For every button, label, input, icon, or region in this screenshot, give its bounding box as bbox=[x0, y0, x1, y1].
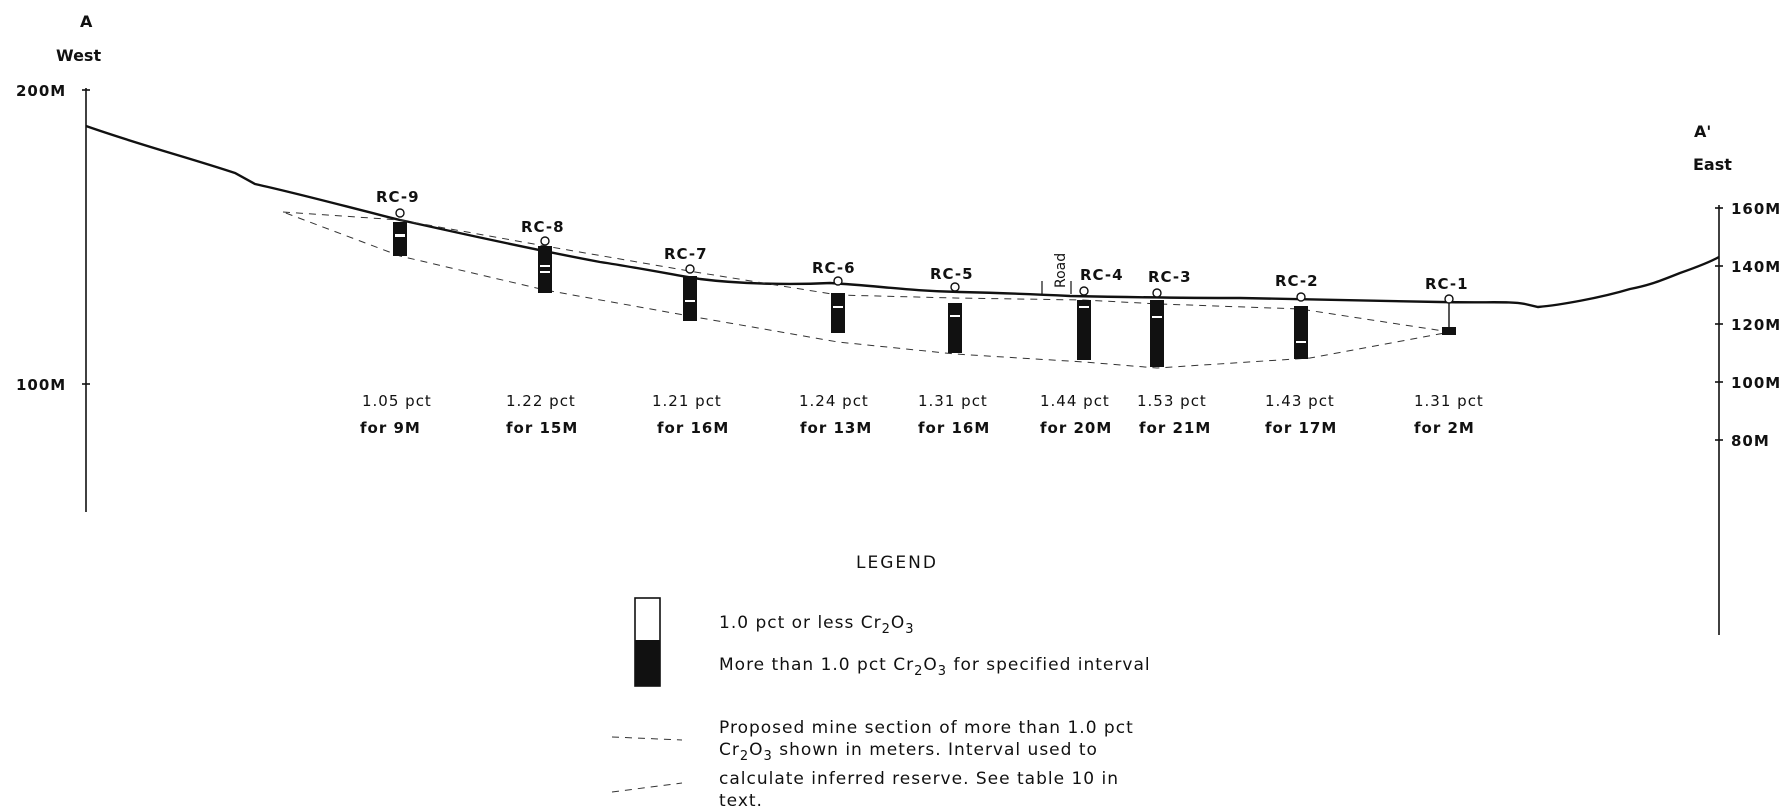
legend-dashed-symbol bbox=[611, 736, 683, 793]
grade-label-rc-3: 1.53 pct bbox=[1137, 392, 1207, 410]
grade-label-rc-6: 1.24 pct bbox=[799, 392, 869, 410]
left-tick-label-200: 200M bbox=[16, 82, 66, 100]
legend-mine-line-2-suffix: shown in meters. Interval used to bbox=[779, 740, 1098, 760]
right-tick-label-160: 160M bbox=[1731, 200, 1781, 218]
interval-label-rc-6: for 13M bbox=[800, 419, 872, 437]
right-tick-label-140: 140M bbox=[1731, 258, 1781, 276]
legend-subscript: 2 bbox=[914, 664, 924, 679]
legend-oxygen: O bbox=[749, 740, 764, 760]
road-marker: Road bbox=[1041, 253, 1072, 294]
proposed-mine-section-outline bbox=[282, 211, 1451, 369]
drill-hole-rc-5: RC-5 bbox=[930, 265, 974, 353]
right-ticks bbox=[1715, 207, 1723, 441]
hole-id-label: RC-1 bbox=[1425, 275, 1469, 293]
legend-low-grade-prefix: 1.0 pct or less Cr bbox=[719, 613, 882, 633]
west-label: West bbox=[56, 46, 101, 65]
legend-subscript: 3 bbox=[937, 664, 948, 679]
legend-oxygen: O bbox=[923, 655, 938, 675]
ground-surface-profile bbox=[85, 124, 1720, 309]
drill-hole-rc-2: RC-2 bbox=[1275, 272, 1319, 359]
right-tick-label-100: 100M bbox=[1731, 374, 1781, 392]
left-tick-label-100: 100M bbox=[16, 376, 66, 394]
hole-id-label: RC-8 bbox=[521, 218, 565, 236]
hole-id-label: RC-3 bbox=[1148, 268, 1192, 286]
legend-mine-line-4: text. bbox=[719, 791, 763, 811]
drill-hole-rc-8: RC-8 bbox=[521, 218, 565, 293]
interval-label-rc-5: for 16M bbox=[918, 419, 990, 437]
legend-drill-symbol bbox=[634, 597, 661, 687]
grade-label-rc-7: 1.21 pct bbox=[652, 392, 722, 410]
legend-subscript: 3 bbox=[763, 749, 773, 764]
right-tick-label-80: 80M bbox=[1731, 432, 1770, 450]
drill-hole-rc-7: RC-7 bbox=[664, 245, 708, 321]
drill-hole-rc-6: RC-6 bbox=[812, 259, 856, 333]
interval-label-rc-3: for 21M bbox=[1139, 419, 1211, 437]
drill-hole-rc-3: RC-3 bbox=[1148, 268, 1192, 367]
hole-id-label: RC-2 bbox=[1275, 272, 1319, 290]
road-label: Road bbox=[1053, 253, 1069, 288]
interval-label-rc-7: for 16M bbox=[657, 419, 729, 437]
east-letter: A' bbox=[1694, 122, 1711, 141]
grade-label-rc-1: 1.31 pct bbox=[1414, 392, 1484, 410]
legend-title: LEGEND bbox=[856, 553, 938, 573]
hole-id-label: RC-5 bbox=[930, 265, 974, 283]
east-label: East bbox=[1693, 155, 1732, 174]
legend-mine-line-2-prefix: Cr bbox=[719, 740, 740, 760]
west-letter: A bbox=[80, 12, 93, 31]
legend-high-grade-suffix: for specified interval bbox=[953, 655, 1151, 675]
legend-high-grade-text: More than 1.0 pct Cr2O3 for specified in… bbox=[719, 654, 1151, 683]
hole-id-label: RC-7 bbox=[664, 245, 708, 263]
grade-label-rc-2: 1.43 pct bbox=[1265, 392, 1335, 410]
legend-subscript: 2 bbox=[739, 749, 750, 764]
interval-label-rc-8: for 15M bbox=[506, 419, 578, 437]
hole-id-label: RC-6 bbox=[812, 259, 856, 277]
legend-mine-line-1: Proposed mine section of more than 1.0 p… bbox=[719, 718, 1134, 738]
grade-label-rc-4: 1.44 pct bbox=[1040, 392, 1110, 410]
hole-id-label: RC-9 bbox=[376, 188, 420, 206]
grade-label-rc-9: 1.05 pct bbox=[362, 392, 432, 410]
legend-mine-line-2: Cr2O3 shown in meters. Interval used to bbox=[719, 739, 1134, 768]
legend-mine-line-3: calculate inferred reserve. See table 10… bbox=[719, 769, 1119, 789]
right-tick-label-120: 120M bbox=[1731, 316, 1781, 334]
drill-hole-rc-4: RC-4 bbox=[1077, 266, 1124, 360]
interval-label-rc-1: for 2M bbox=[1414, 419, 1475, 437]
legend-subscript: 3 bbox=[905, 622, 915, 637]
grade-labels: 1.05 pct for 9M 1.22 pct for 15M 1.21 pc… bbox=[360, 392, 1484, 437]
legend-mine-section-text: Proposed mine section of more than 1.0 p… bbox=[719, 717, 1134, 812]
drill-hole-rc-9: RC-9 bbox=[376, 188, 420, 256]
hole-id-label: RC-4 bbox=[1080, 266, 1124, 284]
legend-high-grade-prefix: More than 1.0 pct Cr bbox=[719, 655, 915, 675]
grade-label-rc-5: 1.31 pct bbox=[918, 392, 988, 410]
interval-label-rc-2: for 17M bbox=[1265, 419, 1337, 437]
grade-label-rc-8: 1.22 pct bbox=[506, 392, 576, 410]
legend-subscript: 2 bbox=[881, 622, 891, 637]
legend-oxygen: O bbox=[890, 613, 906, 633]
interval-label-rc-4: for 20M bbox=[1040, 419, 1112, 437]
legend-low-grade-text: 1.0 pct or less Cr2O3 bbox=[719, 612, 915, 641]
interval-label-rc-9: for 9M bbox=[360, 419, 421, 437]
drill-hole-rc-1: RC-1 bbox=[1425, 275, 1469, 335]
